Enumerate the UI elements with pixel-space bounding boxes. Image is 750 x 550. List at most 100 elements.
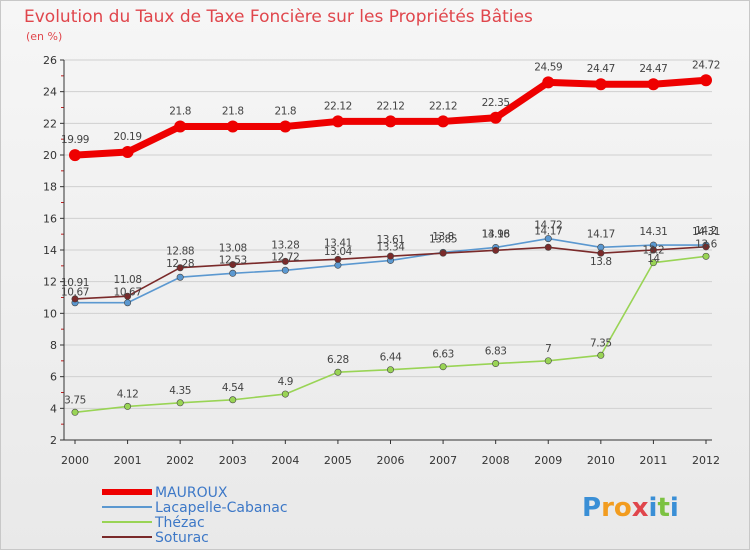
data-label: 14 bbox=[647, 253, 660, 265]
data-label: 14.17 bbox=[587, 228, 615, 240]
data-label: 13.41 bbox=[324, 237, 352, 249]
x-tick-label: 2006 bbox=[377, 454, 405, 467]
data-label: 14.2 bbox=[695, 225, 717, 237]
y-tick-label: 14 bbox=[43, 244, 57, 257]
data-label: 4.35 bbox=[169, 385, 191, 397]
data-label: 13.6 bbox=[695, 238, 717, 250]
data-label: 12.88 bbox=[166, 246, 194, 258]
data-point bbox=[384, 115, 397, 128]
data-label: 7.35 bbox=[590, 337, 612, 349]
data-point bbox=[229, 396, 237, 404]
data-point bbox=[281, 257, 289, 265]
data-point bbox=[386, 366, 394, 374]
legend-label-soturac: Soturac bbox=[155, 530, 209, 546]
data-label: 14.17 bbox=[534, 225, 562, 237]
y-tick-label: 2 bbox=[50, 434, 57, 447]
data-point bbox=[121, 145, 134, 158]
data-label: 13.98 bbox=[482, 228, 510, 240]
series-group bbox=[69, 74, 712, 416]
data-point bbox=[331, 115, 344, 128]
data-label: 14.16 bbox=[482, 228, 511, 240]
data-point bbox=[439, 249, 447, 257]
data-label: 24.47 bbox=[639, 63, 667, 75]
y-tick-label: 26 bbox=[43, 54, 57, 67]
data-label: 13.2 bbox=[643, 245, 665, 257]
x-tick-label: 2000 bbox=[61, 454, 89, 467]
data-point bbox=[279, 120, 292, 133]
data-point bbox=[334, 368, 342, 376]
y-tick-label: 24 bbox=[43, 86, 57, 99]
data-point bbox=[69, 149, 81, 162]
data-point bbox=[700, 74, 712, 87]
data-point bbox=[176, 264, 184, 272]
data-label: 13.08 bbox=[219, 243, 247, 255]
data-point bbox=[702, 243, 710, 251]
y-tick-label: 20 bbox=[43, 149, 57, 162]
data-point bbox=[281, 390, 289, 398]
legend: MAUROUX Lacapelle-Cabanac Thézac Soturac bbox=[102, 485, 288, 546]
x-tick-label: 2004 bbox=[271, 454, 299, 467]
data-label: 4.54 bbox=[222, 382, 244, 394]
data-point bbox=[439, 363, 447, 371]
data-label: 12.53 bbox=[219, 254, 247, 266]
data-point bbox=[229, 269, 237, 277]
data-point bbox=[492, 246, 500, 254]
data-point bbox=[229, 261, 237, 269]
legend-label-mauroux: MAUROUX bbox=[155, 485, 228, 501]
x-tick-label: 2007 bbox=[429, 454, 457, 467]
x-tick-label: 2010 bbox=[587, 454, 615, 467]
data-label: 13.85 bbox=[429, 233, 457, 245]
legend-label-lacapelle-cabanac: Lacapelle-Cabanac bbox=[155, 500, 288, 516]
x-tick-label: 2011 bbox=[639, 454, 667, 467]
y-tick-label: 22 bbox=[43, 117, 57, 130]
y-tick-label: 8 bbox=[50, 339, 57, 352]
data-point bbox=[124, 292, 132, 300]
data-label: 24.72 bbox=[692, 59, 720, 71]
data-label: 13.8 bbox=[432, 231, 454, 243]
data-label: 13.34 bbox=[376, 241, 405, 253]
data-point bbox=[124, 402, 132, 410]
y-tick-label: 18 bbox=[43, 181, 57, 194]
data-label: 12.28 bbox=[166, 258, 194, 270]
data-point bbox=[649, 246, 657, 254]
data-label: 14.31 bbox=[639, 226, 667, 238]
data-label: 13.04 bbox=[324, 246, 353, 258]
data-point bbox=[544, 243, 552, 251]
data-point bbox=[226, 120, 239, 133]
x-tick-label: 2008 bbox=[482, 454, 510, 467]
chart-subtitle: (en %) bbox=[26, 30, 62, 43]
data-label: 7 bbox=[545, 343, 551, 355]
data-label: 10.91 bbox=[61, 277, 89, 289]
data-label: 6.83 bbox=[485, 346, 507, 358]
x-tick-label: 2001 bbox=[114, 454, 142, 467]
data-label: 24.47 bbox=[587, 63, 615, 75]
data-point bbox=[702, 252, 710, 260]
data-label: 14.31 bbox=[692, 226, 720, 238]
data-label: 10.67 bbox=[114, 287, 142, 299]
data-label: 13.61 bbox=[376, 234, 404, 246]
y-tick-label: 12 bbox=[43, 276, 57, 289]
data-label: 12.72 bbox=[271, 251, 299, 263]
data-label: 6.44 bbox=[380, 352, 402, 364]
data-point bbox=[489, 111, 502, 124]
data-point bbox=[597, 249, 605, 257]
data-label: 14.72 bbox=[534, 220, 562, 232]
data-point bbox=[597, 243, 605, 251]
data-label: 13.8 bbox=[590, 256, 612, 268]
data-label: 21.8 bbox=[169, 106, 191, 118]
x-tick-label: 2003 bbox=[219, 454, 247, 467]
data-point bbox=[124, 299, 132, 307]
data-point bbox=[437, 115, 450, 128]
y-tick-label: 6 bbox=[50, 371, 57, 384]
data-point bbox=[544, 235, 552, 243]
legend-label-thezac: Thézac bbox=[154, 515, 205, 531]
data-point bbox=[174, 120, 187, 133]
x-tick-label: 2009 bbox=[534, 454, 562, 467]
x-tick-label: 2005 bbox=[324, 454, 352, 467]
data-label: 3.75 bbox=[64, 394, 86, 406]
y-tick-label: 4 bbox=[50, 402, 57, 415]
y-tick-label: 16 bbox=[43, 212, 57, 225]
data-label: 22.12 bbox=[376, 100, 404, 112]
